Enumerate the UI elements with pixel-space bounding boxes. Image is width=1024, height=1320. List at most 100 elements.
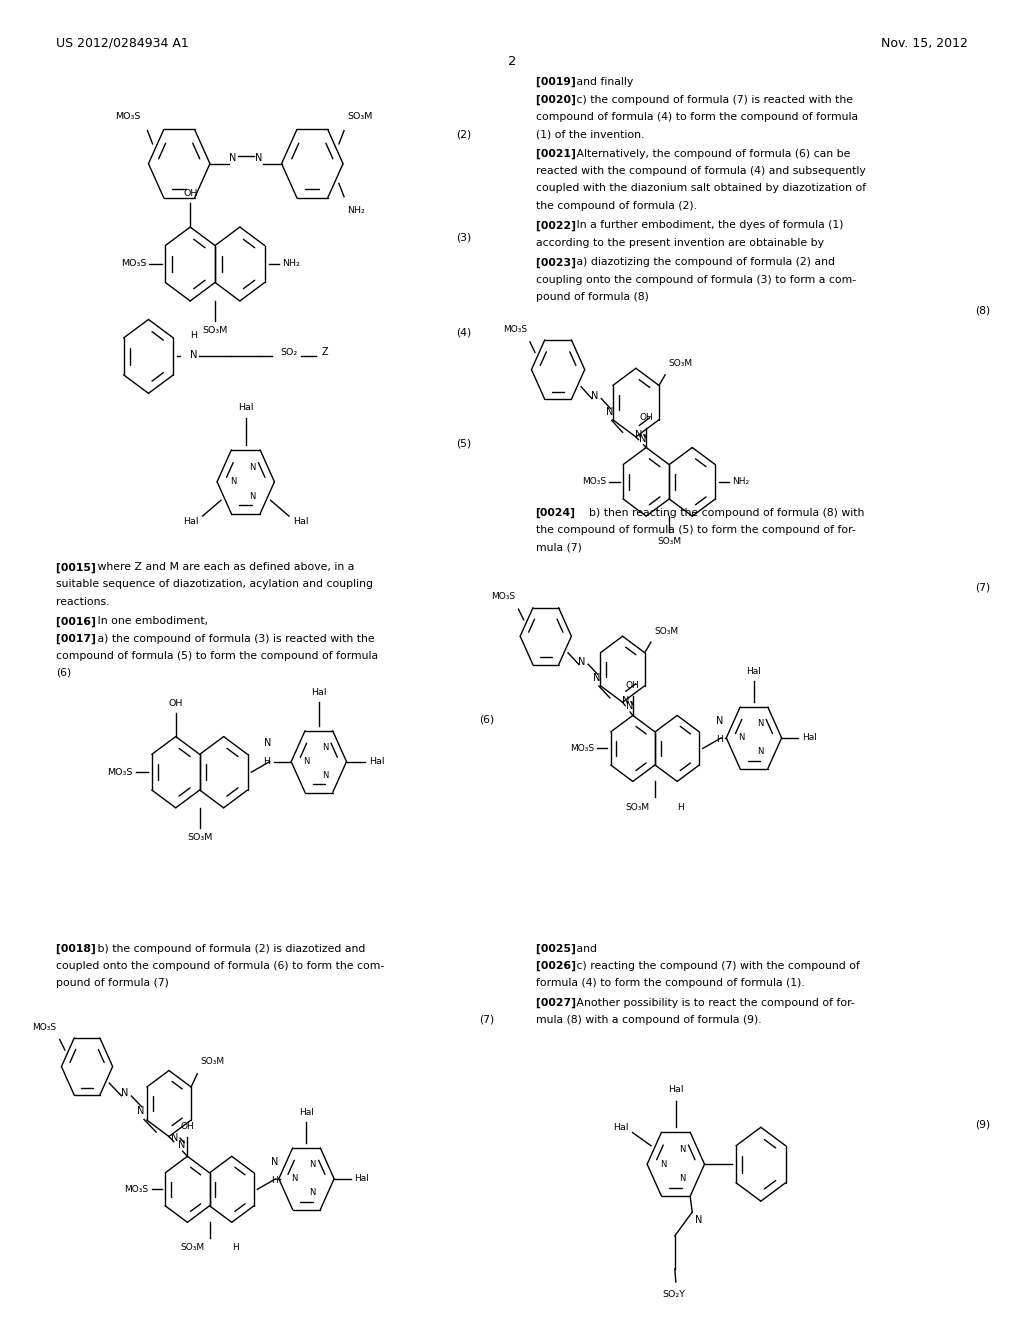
- Text: SO₃M: SO₃M: [201, 1057, 224, 1067]
- Text: SO₃M: SO₃M: [669, 359, 692, 368]
- Text: the compound of formula (5) to form the compound of for-: the compound of formula (5) to form the …: [536, 525, 855, 536]
- Text: N: N: [270, 1156, 279, 1167]
- Text: Hal: Hal: [354, 1175, 370, 1183]
- Text: NH₂: NH₂: [347, 206, 365, 215]
- Text: [0025]: [0025]: [536, 944, 587, 954]
- Text: MO₃S: MO₃S: [108, 768, 133, 776]
- Text: N: N: [303, 758, 309, 766]
- Text: (6): (6): [479, 714, 495, 725]
- Text: N: N: [593, 673, 600, 684]
- Text: N: N: [229, 153, 237, 164]
- Text: the compound of formula (2).: the compound of formula (2).: [536, 201, 696, 211]
- Text: MO₃S: MO₃S: [569, 744, 594, 752]
- Text: where Z and M are each as defined above, in a: where Z and M are each as defined above,…: [93, 562, 354, 573]
- Text: compound of formula (4) to form the compound of formula: compound of formula (4) to form the comp…: [536, 112, 858, 123]
- Text: N: N: [757, 747, 763, 756]
- Text: N: N: [121, 1089, 128, 1098]
- Text: (4): (4): [456, 327, 471, 338]
- Text: Another possibility is to react the compound of for-: Another possibility is to react the comp…: [572, 998, 855, 1008]
- Text: (2): (2): [456, 129, 471, 140]
- Text: N: N: [679, 1175, 685, 1183]
- Text: H: H: [678, 803, 684, 812]
- Text: N: N: [738, 734, 744, 742]
- Text: SO₃M: SO₃M: [187, 833, 212, 842]
- Text: H: H: [190, 331, 198, 339]
- Text: mula (7): mula (7): [536, 543, 582, 553]
- Text: Hal: Hal: [668, 1085, 684, 1094]
- Text: US 2012/0284934 A1: US 2012/0284934 A1: [56, 37, 189, 50]
- Text: MO₃S: MO₃S: [492, 593, 515, 602]
- Text: OH: OH: [626, 681, 640, 690]
- Text: N: N: [263, 738, 271, 748]
- Text: N: N: [291, 1175, 297, 1183]
- Text: Hal: Hal: [183, 517, 199, 525]
- Text: (9): (9): [975, 1119, 990, 1130]
- Text: Z: Z: [322, 347, 328, 358]
- Text: reacted with the compound of formula (4) and subsequently: reacted with the compound of formula (4)…: [536, 166, 865, 177]
- Text: N: N: [716, 715, 724, 726]
- Text: (7): (7): [975, 582, 990, 593]
- Text: (3): (3): [456, 232, 471, 243]
- Text: N: N: [757, 719, 763, 729]
- Text: [0017]: [0017]: [56, 634, 108, 644]
- Text: [0027]: [0027]: [536, 998, 587, 1008]
- Text: a) diazotizing the compound of formula (2) and: a) diazotizing the compound of formula (…: [572, 257, 835, 268]
- Text: N: N: [591, 391, 598, 401]
- Text: MO₃S: MO₃S: [124, 1185, 148, 1193]
- Text: SO₃M: SO₃M: [626, 803, 650, 812]
- Text: Hal: Hal: [746, 667, 762, 676]
- Text: OH: OH: [639, 413, 653, 422]
- Text: NH₂: NH₂: [282, 260, 300, 268]
- Text: N: N: [695, 1214, 702, 1225]
- Text: SO₂: SO₂: [281, 348, 298, 356]
- Text: N: N: [626, 701, 633, 711]
- Text: according to the present invention are obtainable by: according to the present invention are o…: [536, 238, 823, 248]
- Text: b) then reacting the compound of formula (8) with: b) then reacting the compound of formula…: [589, 508, 864, 519]
- Text: 2: 2: [508, 55, 516, 69]
- Text: In a further embodiment, the dyes of formula (1): In a further embodiment, the dyes of for…: [572, 220, 844, 231]
- Text: b) the compound of formula (2) is diazotized and: b) the compound of formula (2) is diazot…: [93, 944, 365, 954]
- Text: coupling onto the compound of formula (3) to form a com-: coupling onto the compound of formula (3…: [536, 275, 856, 285]
- Text: N: N: [623, 696, 630, 706]
- Text: N: N: [636, 430, 643, 440]
- Text: [0019]: [0019]: [536, 77, 586, 87]
- Text: N: N: [309, 1160, 315, 1170]
- Text: Nov. 15, 2012: Nov. 15, 2012: [881, 37, 968, 50]
- Text: N: N: [659, 1160, 667, 1168]
- Text: coupled with the diazonium salt obtained by diazotization of: coupled with the diazonium salt obtained…: [536, 183, 865, 194]
- Text: SO₃M: SO₃M: [654, 627, 678, 636]
- Text: (7): (7): [479, 1014, 495, 1024]
- Text: [0022]: [0022]: [536, 220, 587, 231]
- Text: OH: OH: [180, 1122, 195, 1131]
- Text: H: H: [716, 735, 723, 743]
- Text: OH: OH: [183, 189, 198, 198]
- Text: MO₃S: MO₃S: [115, 112, 140, 121]
- Text: a) the compound of formula (3) is reacted with the: a) the compound of formula (3) is reacte…: [93, 634, 374, 644]
- Text: N: N: [639, 434, 646, 444]
- Text: Hal: Hal: [369, 758, 385, 766]
- Text: (8): (8): [975, 305, 990, 315]
- Text: N: N: [178, 1139, 185, 1150]
- Text: H: H: [270, 1176, 278, 1184]
- Text: Hal: Hal: [311, 688, 327, 697]
- Text: SO₃M: SO₃M: [347, 112, 373, 121]
- Text: [0016]: [0016]: [56, 616, 108, 627]
- Text: MO₃S: MO₃S: [582, 478, 606, 486]
- Text: reactions.: reactions.: [56, 597, 110, 607]
- Text: pound of formula (7): pound of formula (7): [56, 978, 169, 989]
- Text: SO₂Y: SO₂Y: [663, 1290, 685, 1299]
- Text: mula (8) with a compound of formula (9).: mula (8) with a compound of formula (9).: [536, 1015, 761, 1026]
- Text: N: N: [249, 463, 255, 471]
- Text: formula (4) to form the compound of formula (1).: formula (4) to form the compound of form…: [536, 978, 804, 989]
- Text: [0015]: [0015]: [56, 562, 106, 573]
- Text: N: N: [578, 657, 585, 667]
- Text: MO₃S: MO₃S: [33, 1023, 56, 1032]
- Text: and: and: [572, 944, 597, 954]
- Text: N: N: [229, 478, 237, 486]
- Text: Hal: Hal: [238, 403, 254, 412]
- Text: Hal: Hal: [802, 734, 817, 742]
- Text: coupled onto the compound of formula (6) to form the com-: coupled onto the compound of formula (6)…: [56, 961, 385, 972]
- Text: SO₃M: SO₃M: [657, 537, 681, 546]
- Text: pound of formula (8): pound of formula (8): [536, 292, 648, 302]
- Text: [0021]: [0021]: [536, 149, 587, 160]
